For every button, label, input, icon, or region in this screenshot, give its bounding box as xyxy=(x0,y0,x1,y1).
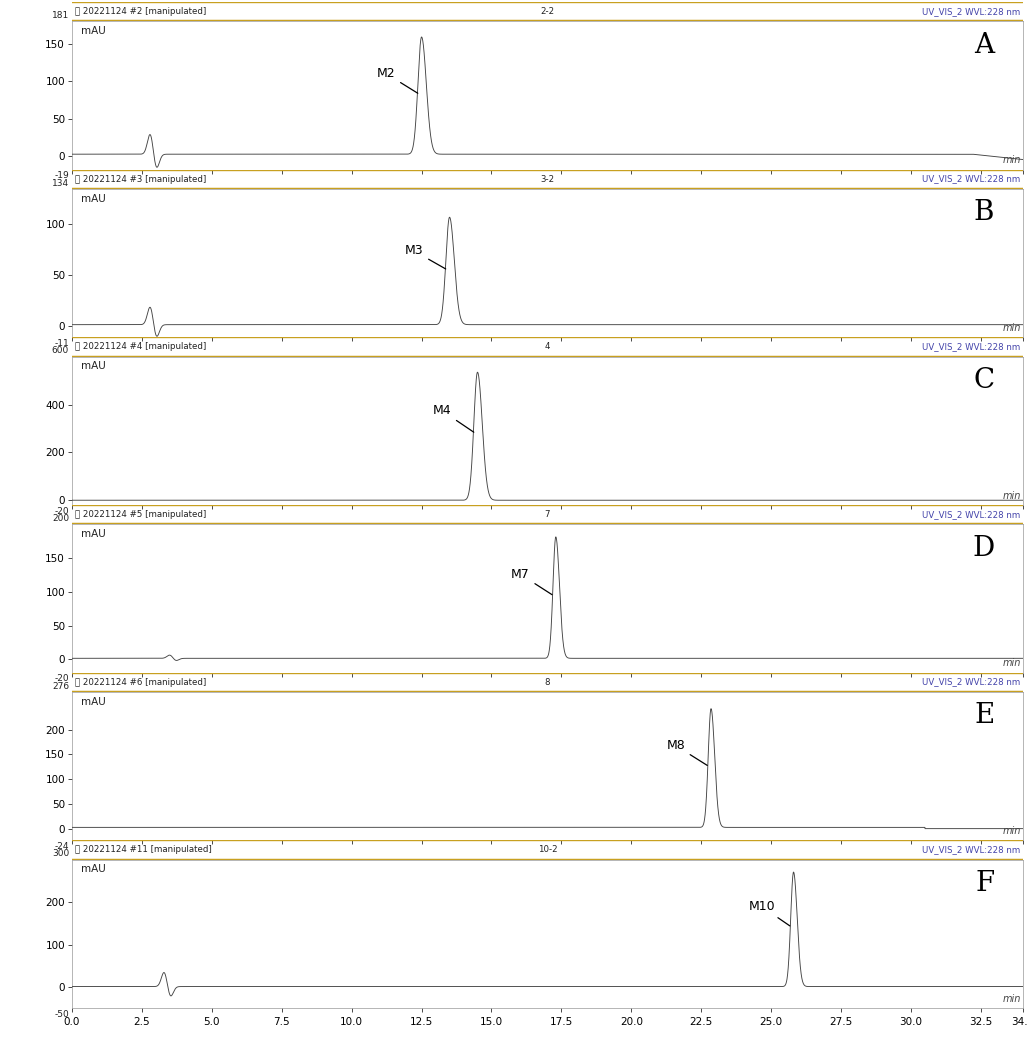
Text: -20: -20 xyxy=(54,506,69,516)
Text: UV_VIS_2 WVL:228 nm: UV_VIS_2 WVL:228 nm xyxy=(922,678,1020,686)
Text: 📄 20221124 #4 [manipulated]: 📄 20221124 #4 [manipulated] xyxy=(75,343,206,351)
Text: mAU: mAU xyxy=(81,697,106,706)
Text: M4: M4 xyxy=(433,405,474,432)
Text: min: min xyxy=(1002,323,1021,333)
Text: mAU: mAU xyxy=(81,529,106,539)
Text: UV_VIS_2 WVL:228 nm: UV_VIS_2 WVL:228 nm xyxy=(922,846,1020,854)
Text: 📄 20221124 #5 [manipulated]: 📄 20221124 #5 [manipulated] xyxy=(75,510,206,519)
Text: mAU: mAU xyxy=(81,362,106,371)
Text: M3: M3 xyxy=(405,244,446,269)
Text: A: A xyxy=(975,31,994,59)
Text: mAU: mAU xyxy=(81,865,106,874)
Text: M7: M7 xyxy=(511,568,552,594)
Text: 600: 600 xyxy=(51,346,69,355)
Text: M8: M8 xyxy=(666,739,707,765)
Text: 10-2: 10-2 xyxy=(538,846,557,854)
Text: 8: 8 xyxy=(545,678,550,686)
Text: min: min xyxy=(1002,490,1021,501)
Text: 200: 200 xyxy=(52,514,69,523)
Text: 181: 181 xyxy=(51,10,69,20)
Text: UV_VIS_2 WVL:228 nm: UV_VIS_2 WVL:228 nm xyxy=(922,510,1020,519)
Text: 7: 7 xyxy=(545,510,550,519)
Text: 📄 20221124 #2 [manipulated]: 📄 20221124 #2 [manipulated] xyxy=(75,7,206,16)
Text: -20: -20 xyxy=(54,674,69,683)
Text: C: C xyxy=(974,367,994,394)
Text: -50: -50 xyxy=(54,1009,69,1019)
Text: 276: 276 xyxy=(52,681,69,691)
Text: mAU: mAU xyxy=(81,194,106,203)
Text: min: min xyxy=(1002,826,1021,836)
Text: 134: 134 xyxy=(52,178,69,188)
Text: 300: 300 xyxy=(51,849,69,858)
Text: 3-2: 3-2 xyxy=(541,175,554,183)
Text: 📄 20221124 #11 [manipulated]: 📄 20221124 #11 [manipulated] xyxy=(75,846,212,854)
Text: 2-2: 2-2 xyxy=(541,7,554,16)
Text: min: min xyxy=(1002,994,1021,1004)
Text: M2: M2 xyxy=(377,67,417,93)
Text: M10: M10 xyxy=(748,900,790,925)
Text: min: min xyxy=(1002,658,1021,669)
Text: -11: -11 xyxy=(54,339,69,348)
Text: D: D xyxy=(972,534,994,562)
Text: E: E xyxy=(975,702,994,729)
Text: -19: -19 xyxy=(54,171,69,180)
Text: 📄 20221124 #6 [manipulated]: 📄 20221124 #6 [manipulated] xyxy=(75,678,206,686)
Text: 4: 4 xyxy=(545,343,550,351)
Text: min: min xyxy=(1002,155,1021,166)
Text: UV_VIS_2 WVL:228 nm: UV_VIS_2 WVL:228 nm xyxy=(922,343,1020,351)
Text: F: F xyxy=(976,870,994,897)
Text: B: B xyxy=(974,199,994,226)
Text: UV_VIS_2 WVL:228 nm: UV_VIS_2 WVL:228 nm xyxy=(922,7,1020,16)
Text: 📄 20221124 #3 [manipulated]: 📄 20221124 #3 [manipulated] xyxy=(75,175,206,183)
Text: -24: -24 xyxy=(54,842,69,851)
Text: UV_VIS_2 WVL:228 nm: UV_VIS_2 WVL:228 nm xyxy=(922,175,1020,183)
Text: mAU: mAU xyxy=(81,26,106,36)
